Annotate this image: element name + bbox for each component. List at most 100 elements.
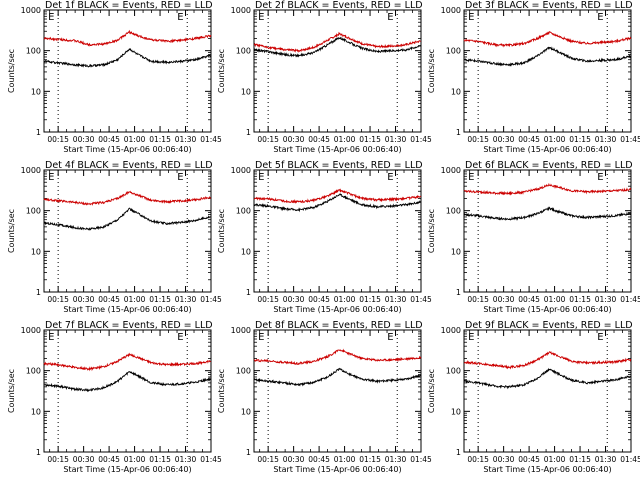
x-tick-label: 01:00: [334, 455, 356, 464]
event-marker-label: E: [48, 332, 54, 343]
y-axis-label: Counts/sec: [427, 369, 436, 413]
y-tick-label: 1: [36, 128, 41, 137]
y-axis-label: Counts/sec: [427, 209, 436, 253]
y-tick-label: 10: [31, 87, 41, 96]
y-axis-label: Counts/sec: [217, 369, 226, 413]
x-axis-label: Start Time (15-Apr-06 00:06:40): [63, 465, 191, 474]
x-tick-label: 01:30: [595, 135, 617, 144]
x-tick-label: 01:00: [124, 135, 146, 144]
y-tick-label: 10: [241, 247, 251, 256]
y-tick-label: 10: [241, 407, 251, 416]
y-tick-label: 1: [246, 448, 251, 457]
events-series-line: [43, 47, 212, 68]
y-tick-label: 10: [31, 407, 41, 416]
chart-title: Det 7f BLACK = Events, RED = LLD: [45, 320, 213, 331]
y-tick-label: 1: [456, 288, 461, 297]
x-tick-label: 00:30: [493, 295, 515, 304]
event-marker-label: E: [48, 172, 54, 183]
detector-panel-5: Det 5f BLACK = Events, RED = LLD 1 10 100 10…: [217, 160, 432, 314]
x-tick-label: 01:15: [149, 455, 171, 464]
lld-series-line: [464, 350, 632, 370]
x-tick-label: 01:15: [149, 295, 171, 304]
x-tick-label: 00:30: [493, 135, 515, 144]
event-marker-label: E: [258, 332, 264, 343]
y-tick-label: 1: [36, 448, 41, 457]
x-tick-label: 00:15: [257, 295, 279, 304]
x-tick-label: 01:30: [385, 295, 407, 304]
y-tick-label: 10: [241, 87, 251, 96]
event-marker-label: E: [177, 332, 183, 343]
plot-frame: [253, 9, 422, 133]
x-tick-label: 00:45: [308, 295, 330, 304]
detector-panel-2: Det 2f BLACK = Events, RED = LLD 1 10 100 10…: [217, 0, 432, 154]
y-tick-label: 1: [456, 128, 461, 137]
y-axis-label: Counts/sec: [7, 49, 16, 93]
events-series-line: [253, 193, 422, 213]
y-tick-label: 10: [451, 247, 461, 256]
y-tick-label: 1: [36, 288, 41, 297]
x-tick-label: 00:45: [518, 135, 540, 144]
x-tick-label: 00:15: [467, 295, 489, 304]
lld-series-line: [253, 31, 421, 53]
x-tick-label: 00:45: [308, 135, 330, 144]
x-tick-label: 01:00: [124, 295, 146, 304]
y-tick-label: 100: [446, 207, 461, 216]
x-tick-label: 01:15: [359, 135, 381, 144]
y-tick-label: 1: [246, 128, 251, 137]
x-tick-label: 01:45: [200, 295, 222, 304]
x-tick-label: 01:30: [595, 455, 617, 464]
x-tick-label: 01:30: [595, 295, 617, 304]
y-tick-label: 100: [446, 47, 461, 56]
y-tick-label: 10: [451, 407, 461, 416]
y-tick-label: 100: [236, 367, 251, 376]
x-tick-label: 01:30: [175, 135, 197, 144]
x-tick-label: 01:00: [544, 295, 566, 304]
y-tick-label: 100: [446, 367, 461, 376]
x-tick-label: 00:30: [283, 295, 305, 304]
y-tick-label: 100: [236, 207, 251, 216]
x-tick-label: 01:45: [410, 135, 432, 144]
y-tick-label: 100: [236, 47, 251, 56]
x-tick-label: 00:45: [518, 295, 540, 304]
lld-series-line: [253, 348, 422, 366]
x-axis-label: Start Time (15-Apr-06 00:06:40): [63, 305, 191, 314]
y-tick-label: 1000: [441, 6, 461, 15]
y-tick-label: 1000: [21, 326, 41, 335]
chart-title: Det 8f BLACK = Events, RED = LLD: [255, 320, 423, 331]
events-series-line: [253, 36, 422, 58]
event-marker-label: E: [177, 12, 183, 23]
plot-frame: [43, 329, 212, 453]
event-marker-label: E: [387, 12, 393, 23]
plot-frame: [463, 329, 632, 453]
y-tick-label: 10: [31, 247, 41, 256]
lld-series-line: [253, 188, 422, 204]
y-tick-label: 100: [26, 207, 41, 216]
x-tick-label: 01:15: [359, 295, 381, 304]
x-axis-label: Start Time (15-Apr-06 00:06:40): [63, 145, 191, 154]
chart-title: Det 1f BLACK = Events, RED = LLD: [45, 0, 213, 11]
x-tick-label: 01:45: [410, 455, 432, 464]
x-axis-label: Start Time (15-Apr-06 00:06:40): [273, 465, 401, 474]
x-tick-label: 00:15: [257, 455, 279, 464]
detector-panel-6: Det 6f BLACK = Events, RED = LLD 1 10 100 10…: [427, 160, 640, 314]
x-tick-label: 01:45: [410, 295, 432, 304]
y-tick-label: 1: [246, 288, 251, 297]
x-axis-label: Start Time (15-Apr-06 00:06:40): [483, 465, 611, 474]
y-axis-label: Counts/sec: [427, 49, 436, 93]
x-tick-label: 01:30: [385, 135, 407, 144]
y-axis-label: Counts/sec: [7, 369, 16, 413]
x-tick-label: 01:00: [124, 455, 146, 464]
detector-panel-3: Det 3f BLACK = Events, RED = LLD 1 10 100 10…: [427, 0, 640, 154]
event-marker-label: E: [48, 12, 54, 23]
event-marker-label: E: [258, 172, 264, 183]
events-series-line: [253, 367, 422, 387]
x-axis-label: Start Time (15-Apr-06 00:06:40): [273, 145, 401, 154]
x-tick-label: 00:30: [73, 135, 95, 144]
y-tick-label: 1000: [441, 166, 461, 175]
events-series-line: [463, 206, 631, 221]
x-tick-label: 01:00: [544, 455, 566, 464]
x-axis-label: Start Time (15-Apr-06 00:06:40): [483, 305, 611, 314]
x-tick-label: 00:45: [98, 455, 120, 464]
y-tick-label: 1000: [441, 326, 461, 335]
